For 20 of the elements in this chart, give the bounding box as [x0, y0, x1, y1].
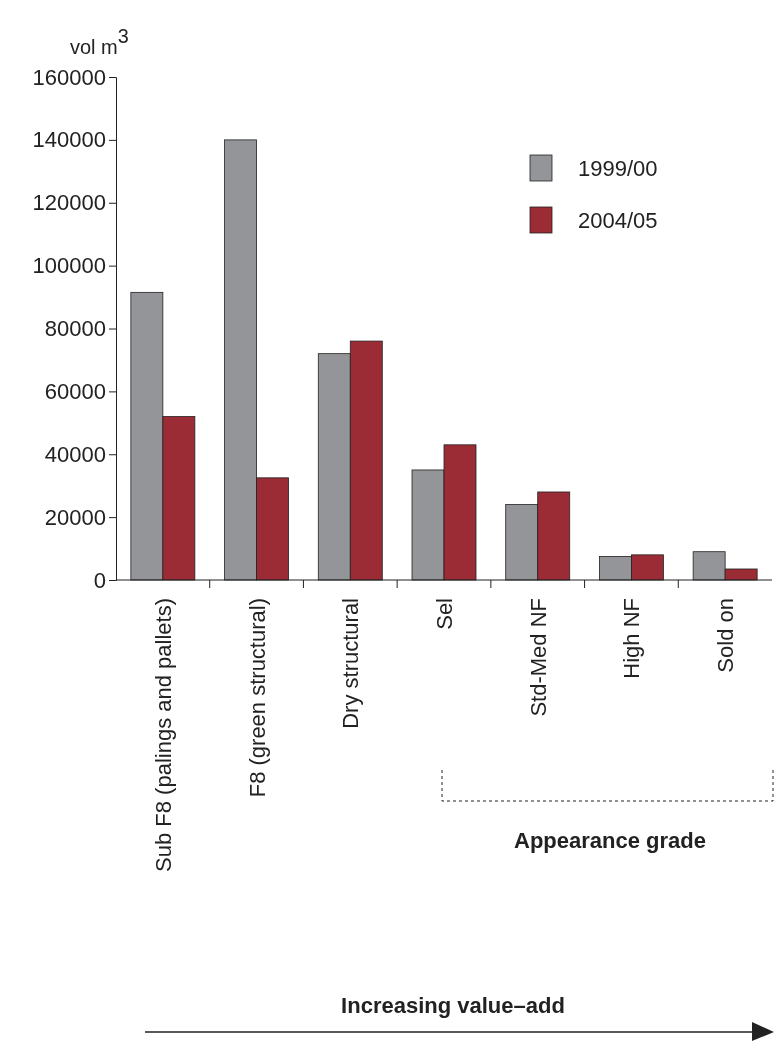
x-tick-label: F8 (green structural)	[244, 598, 270, 798]
x-tick-label: Std-Med NF	[525, 598, 551, 717]
y-tick-label: 100000	[32, 253, 106, 279]
x-tick-label: Dry structural	[338, 598, 364, 729]
y-tick-label: 20000	[44, 504, 106, 530]
y-tick-label: 60000	[44, 378, 106, 404]
x-tick-label: Sold on	[713, 598, 739, 673]
x-tick-label: High NF	[619, 598, 645, 679]
y-tick-label: 80000	[44, 316, 106, 342]
y-tick-label: 140000	[32, 127, 106, 153]
legend-label: 1999/00	[578, 156, 658, 181]
y-tick-label: 0	[93, 567, 106, 593]
legend-label: 2004/05	[578, 208, 658, 233]
x-tick-label: Sub F8 (palings and pallets)	[150, 598, 176, 872]
text: Appearance grade	[514, 828, 706, 853]
y-tick-label: 120000	[32, 190, 106, 216]
text: Increasing value–add	[341, 993, 565, 1018]
y-tick-label: 160000	[32, 64, 106, 90]
y-tick-label: 40000	[44, 441, 106, 467]
x-tick-label: Sel	[432, 598, 457, 630]
